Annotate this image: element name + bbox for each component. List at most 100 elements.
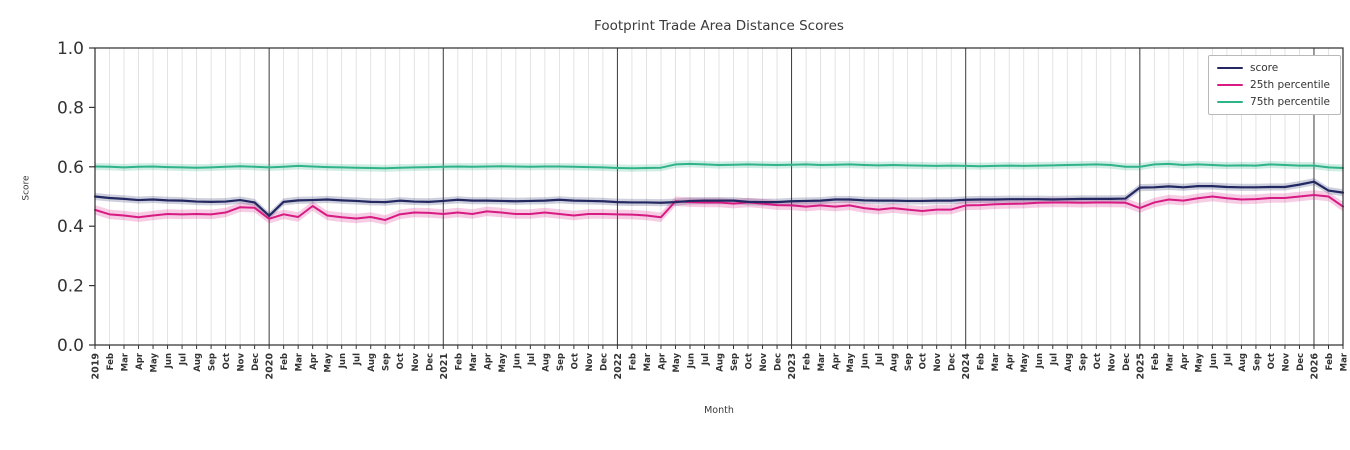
svg-text:Dec: Dec [251,353,261,371]
svg-text:Sep: Sep [1078,353,1088,371]
svg-text:Aug: Aug [716,353,726,372]
svg-text:Sep: Sep [904,353,914,371]
legend-label-score: score [1250,62,1279,74]
svg-text:2022: 2022 [613,353,624,379]
svg-text:Mar: Mar [469,352,479,371]
svg-text:1.0: 1.0 [57,39,84,59]
legend-label-25th-percentile: 25th percentile [1250,79,1330,91]
svg-text:Sep: Sep [1252,353,1262,371]
svg-text:Mar: Mar [1340,352,1350,371]
x-axis-label: Month [704,405,734,416]
svg-text:Feb: Feb [280,353,290,370]
svg-text:Jun: Jun [338,353,348,369]
svg-text:Sep: Sep [730,353,740,371]
svg-text:May: May [498,353,508,373]
svg-text:Apr: Apr [483,352,493,370]
svg-text:Sep: Sep [556,353,566,371]
svg-text:Mar: Mar [1165,352,1175,371]
svg-text:0.4: 0.4 [57,217,84,237]
svg-text:0.8: 0.8 [57,98,84,118]
svg-text:Oct: Oct [570,353,580,369]
svg-text:Jul: Jul [875,353,885,366]
score-line-swatch-icon [1217,66,1244,70]
svg-text:Mar: Mar [817,352,827,371]
svg-text:May: May [1194,353,1204,373]
svg-text:May: May [672,353,682,373]
svg-text:Feb: Feb [106,353,116,370]
svg-text:Jul: Jul [1049,353,1059,366]
svg-text:Jun: Jun [164,353,174,369]
svg-text:2023: 2023 [787,353,798,379]
svg-text:0.6: 0.6 [57,158,84,178]
svg-text:2025: 2025 [1135,353,1146,379]
svg-text:May: May [1020,353,1030,373]
svg-text:Aug: Aug [541,353,551,372]
chart-title: Footprint Trade Area Distance Scores [594,18,844,34]
svg-text:Nov: Nov [237,353,247,372]
svg-text:Feb: Feb [803,353,813,370]
svg-text:Feb: Feb [1325,353,1335,370]
svg-text:May: May [150,353,160,373]
svg-text:Feb: Feb [454,353,464,370]
svg-text:Apr: Apr [657,352,667,370]
svg-text:Oct: Oct [745,353,755,369]
svg-text:Nov: Nov [411,353,421,372]
svg-text:Apr: Apr [1180,352,1190,370]
svg-text:Aug: Aug [1064,353,1074,372]
svg-text:Dec: Dec [1296,353,1306,371]
svg-text:Sep: Sep [208,353,218,371]
svg-text:Oct: Oct [396,353,406,369]
legend-item-25th-percentile: 25th percentile [1217,79,1330,91]
svg-text:Jun: Jun [686,353,696,369]
svg-text:Jun: Jun [861,353,871,369]
svg-text:Mar: Mar [121,352,131,371]
svg-text:Jul: Jul [179,353,189,366]
svg-text:Oct: Oct [919,353,929,369]
svg-text:2026: 2026 [1309,353,1320,380]
svg-text:Aug: Aug [193,353,203,372]
svg-text:Dec: Dec [948,353,958,371]
svg-text:Aug: Aug [890,353,900,372]
svg-text:May: May [846,353,856,373]
svg-text:May: May [324,353,334,373]
svg-text:Apr: Apr [135,352,145,370]
svg-text:Mar: Mar [991,352,1001,371]
svg-text:Dec: Dec [774,353,784,371]
legend: score 25th percentile 75th percentile [1208,55,1341,115]
svg-text:Jul: Jul [353,353,363,366]
svg-text:Oct: Oct [222,353,232,369]
svg-text:Nov: Nov [1107,353,1117,372]
svg-text:Aug: Aug [1238,353,1248,372]
svg-text:Nov: Nov [933,353,943,372]
svg-text:2021: 2021 [439,353,450,379]
legend-item-score: score [1217,62,1330,74]
svg-text:Jun: Jun [1035,353,1045,369]
svg-text:Sep: Sep [382,353,392,371]
svg-text:Jul: Jul [527,353,537,366]
svg-text:Jun: Jun [512,353,522,369]
percentile-25-line-swatch-icon [1217,83,1244,87]
legend-label-75th-percentile: 75th percentile [1250,96,1330,108]
svg-text:Dec: Dec [599,353,609,371]
svg-text:Jul: Jul [701,353,711,366]
svg-text:Dec: Dec [1122,353,1132,371]
percentile-75-line-swatch-icon [1217,100,1244,104]
svg-text:2020: 2020 [265,353,276,380]
svg-text:2019: 2019 [91,353,102,379]
svg-text:Feb: Feb [1151,353,1161,370]
svg-text:Dec: Dec [425,353,435,371]
svg-text:Jun: Jun [1209,353,1219,369]
svg-text:Nov: Nov [759,353,769,372]
svg-text:Feb: Feb [977,353,987,370]
svg-text:Aug: Aug [367,353,377,372]
svg-text:Apr: Apr [1006,352,1016,370]
legend-item-75th-percentile: 75th percentile [1217,96,1330,108]
svg-text:2024: 2024 [961,353,972,380]
svg-text:0.2: 0.2 [57,277,84,297]
svg-text:0.0: 0.0 [57,336,84,356]
svg-text:Jul: Jul [1223,353,1233,366]
svg-text:Mar: Mar [643,352,653,371]
svg-text:Mar: Mar [295,352,305,371]
